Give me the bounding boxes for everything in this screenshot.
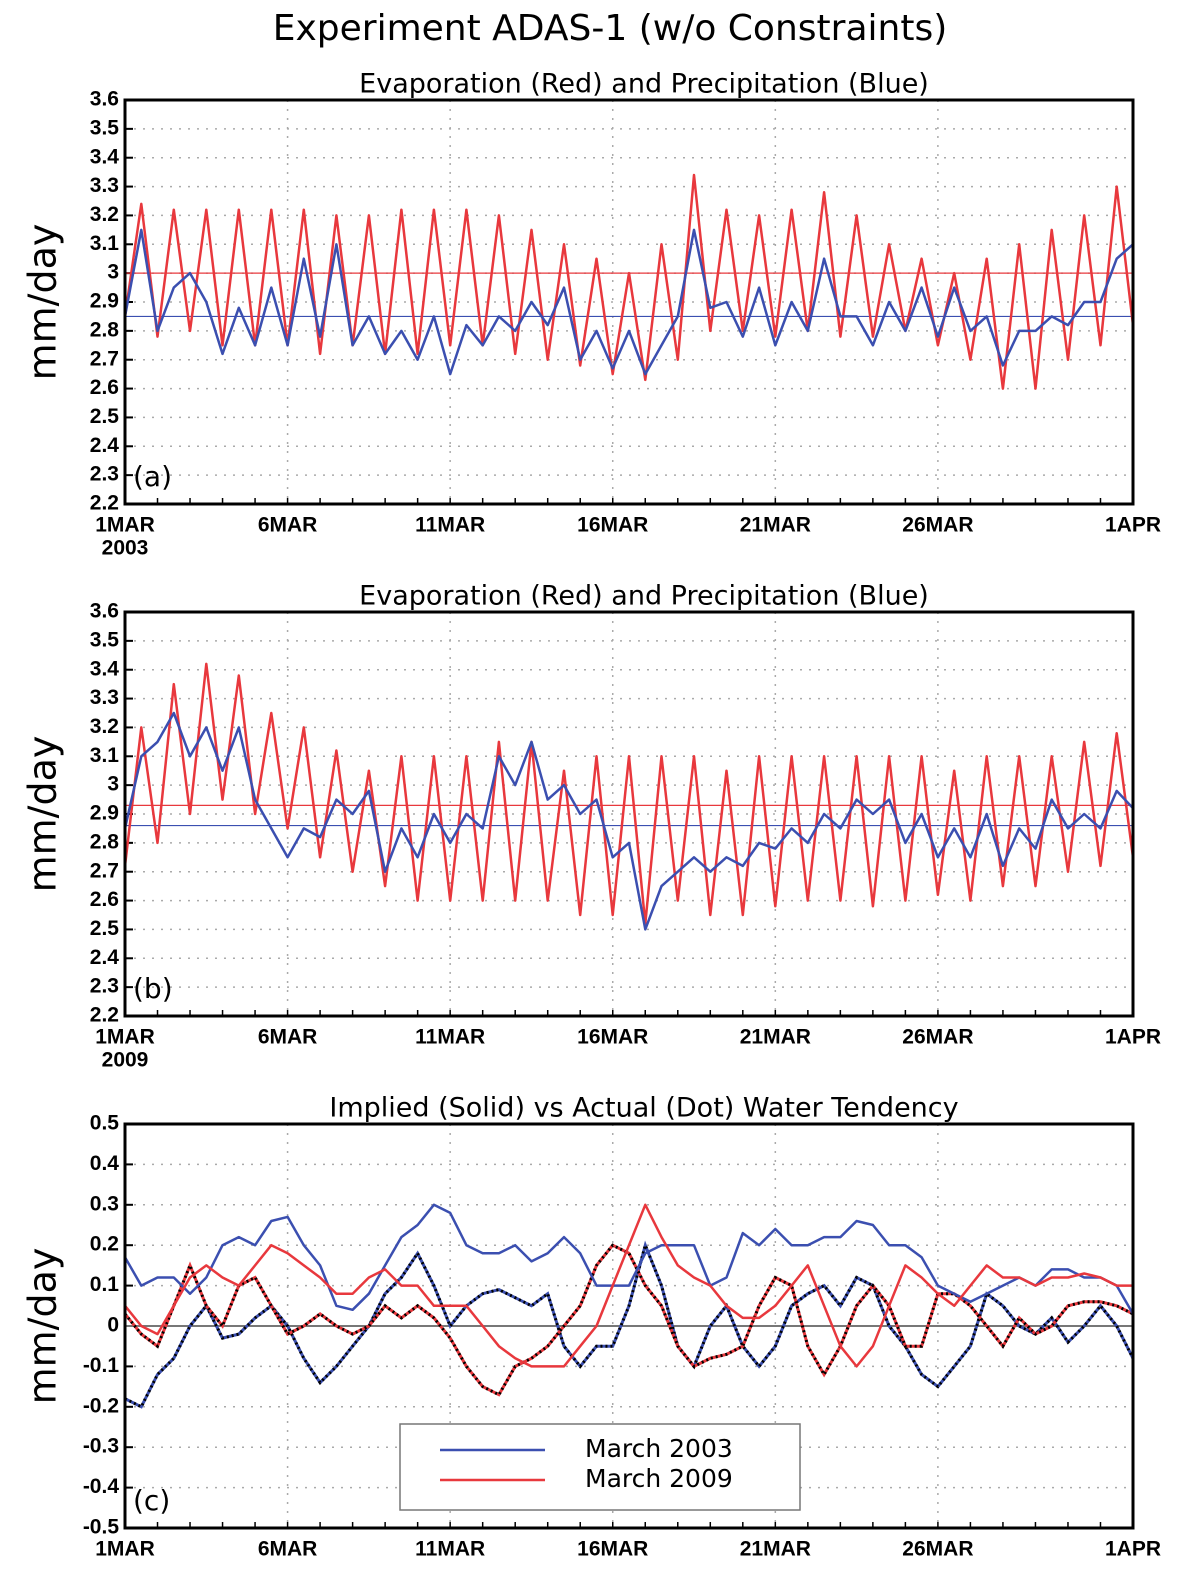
panel-title: Implied (Solid) vs Actual (Dot) Water Te… — [329, 1093, 958, 1124]
x-tick-label: 6MAR — [258, 1538, 318, 1561]
x-tick-label: 1APR — [1105, 1026, 1161, 1049]
legend-label: March 2003 — [585, 1434, 733, 1463]
y-tick-label: 2.6 — [90, 888, 119, 911]
y-tick-label: 3.6 — [90, 600, 119, 623]
y-tick-label: 0.3 — [90, 1192, 119, 1215]
y-tick-label: 2.5 — [90, 917, 120, 940]
panel-label: (a) — [133, 460, 172, 493]
y-tick-label: 3.2 — [90, 203, 119, 226]
y-tick-label: 3.4 — [90, 657, 120, 680]
y-tick-label: -0.2 — [83, 1394, 119, 1417]
y-tick-label: -0.4 — [83, 1475, 120, 1498]
y-tick-label: 0.2 — [90, 1233, 119, 1256]
x-tick-label: 11MAR — [415, 514, 485, 537]
x-tick-label: 16MAR — [577, 514, 648, 537]
y-tick-label: 2.5 — [90, 405, 120, 428]
y-tick-label: 3.3 — [90, 686, 119, 709]
x-tick-label: 26MAR — [902, 1538, 973, 1561]
series-line — [123, 173, 1135, 390]
x-tick-label: 26MAR — [902, 1026, 973, 1049]
y-tick-label: 3.1 — [90, 232, 120, 255]
y-axis-label: mm/day — [21, 1248, 65, 1405]
y-tick-label: 3.3 — [90, 174, 119, 197]
y-tick-label: 2.2 — [90, 1004, 119, 1027]
actual-line-dots — [123, 1243, 1134, 1397]
y-tick-label: 3.5 — [90, 116, 120, 139]
actual-line-dots — [124, 1240, 1135, 1409]
y-tick-label: 2.3 — [90, 463, 119, 486]
legend-box — [399, 1423, 801, 1511]
y-tick-label: 2.7 — [90, 347, 119, 370]
plot-frame — [123, 98, 1135, 506]
x-tick-label: 16MAR — [577, 1538, 648, 1561]
y-tick-label: -0.3 — [83, 1435, 119, 1458]
x-tick-label: 6MAR — [258, 1026, 318, 1049]
panel-title: Evaporation (Red) and Precipitation (Blu… — [359, 581, 929, 612]
panel-label: (b) — [133, 972, 173, 1005]
y-tick-label: 2.9 — [90, 290, 119, 313]
y-tick-label: 3.4 — [90, 145, 120, 168]
x-tick-label: 1APR — [1105, 514, 1161, 537]
y-tick-label: 2.7 — [90, 859, 119, 882]
legend-label: March 2009 — [585, 1464, 733, 1493]
plot-frame — [123, 610, 1135, 1018]
y-tick-label: -0.1 — [83, 1354, 120, 1377]
y-tick-label: 0.4 — [90, 1152, 120, 1175]
main-title: Experiment ADAS-1 (w/o Constraints) — [273, 8, 948, 49]
y-tick-label: 3.5 — [90, 628, 120, 651]
y-tick-label: 3.1 — [90, 744, 120, 767]
y-tick-label: 2.2 — [90, 492, 119, 515]
y-tick-label: 3.6 — [90, 88, 119, 111]
y-tick-label: 0.1 — [90, 1273, 120, 1296]
y-tick-label: 2.4 — [90, 946, 120, 969]
x-tick-label: 1MAR — [95, 1026, 155, 1049]
y-tick-label: -0.5 — [83, 1516, 120, 1539]
y-axis-label: mm/day — [21, 736, 65, 893]
y-tick-label: 2.4 — [90, 434, 120, 457]
x-tick-label: 1APR — [1105, 1538, 1161, 1561]
y-tick-label: 2.9 — [90, 802, 119, 825]
y-tick-label: 2.6 — [90, 376, 119, 399]
x-tick-label: 6MAR — [258, 514, 318, 537]
series-line — [123, 711, 1134, 931]
x-tick-label: 11MAR — [415, 1538, 485, 1561]
x-tick-label: 16MAR — [577, 1026, 648, 1049]
panel-title: Evaporation (Red) and Precipitation (Blu… — [359, 69, 929, 100]
x-tick-label: 21MAR — [740, 514, 811, 537]
x-tick-label: 21MAR — [740, 1538, 811, 1561]
year-label: 2003 — [102, 537, 149, 560]
y-tick-label: 2.3 — [90, 975, 119, 998]
series-line — [123, 228, 1134, 376]
y-tick-label: 0.5 — [90, 1112, 120, 1135]
y-tick-label: 2.8 — [90, 318, 120, 341]
y-tick-label: 3 — [107, 773, 119, 796]
year-label: 2009 — [102, 1049, 149, 1072]
x-tick-label: 11MAR — [415, 1026, 485, 1049]
x-tick-label: 26MAR — [902, 514, 973, 537]
series-line — [123, 1203, 1135, 1315]
y-axis-label: mm/day — [21, 224, 65, 381]
plot-frame — [123, 1122, 1135, 1530]
series-line — [123, 662, 1135, 925]
y-tick-label: 2.8 — [90, 830, 120, 853]
x-tick-label: 21MAR — [740, 1026, 811, 1049]
y-tick-label: 3 — [107, 261, 119, 284]
panel-label: (c) — [133, 1484, 170, 1517]
series-line — [124, 1203, 1133, 1368]
x-tick-label: 1MAR — [95, 1538, 155, 1561]
y-tick-label: 3.2 — [90, 715, 119, 738]
x-tick-label: 1MAR — [95, 514, 155, 537]
y-tick-label: 0 — [107, 1314, 119, 1337]
